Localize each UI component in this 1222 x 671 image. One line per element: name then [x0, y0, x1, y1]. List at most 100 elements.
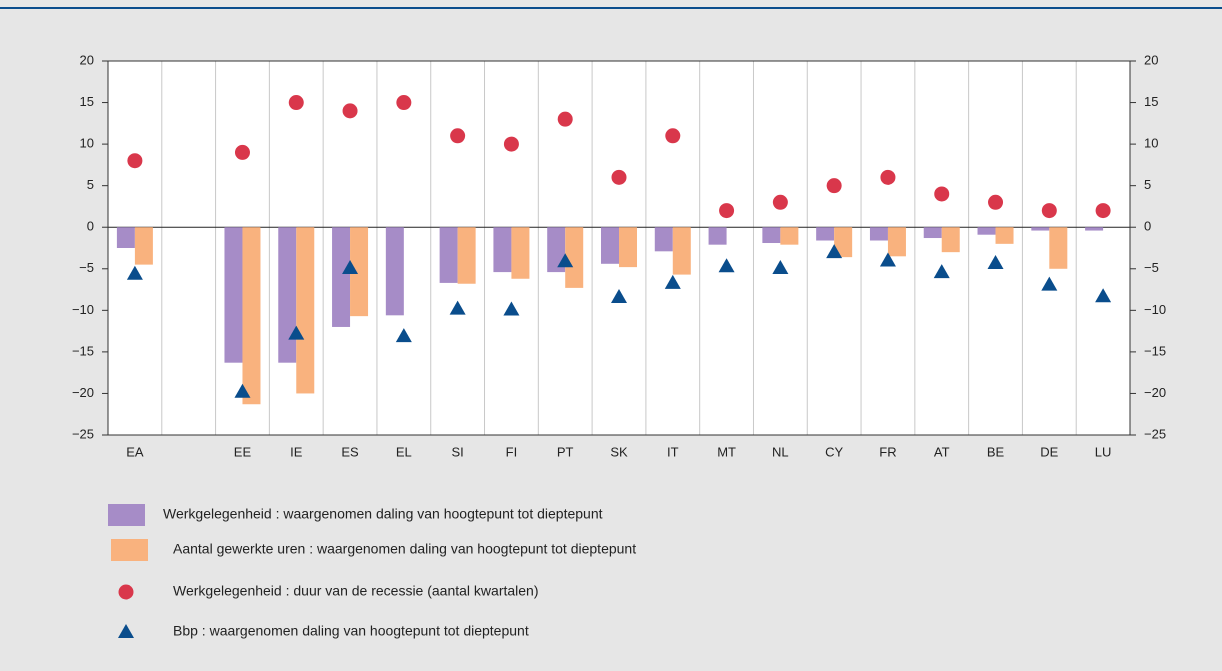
bar	[887, 227, 906, 257]
duration-dot	[988, 194, 1004, 210]
x-tick-label: ES	[341, 444, 359, 459]
gdp-triangle	[557, 253, 574, 268]
bar	[242, 227, 261, 405]
duration-dot	[719, 203, 735, 219]
legend-swatch	[108, 504, 145, 526]
y2-tick-label: 0	[1144, 219, 1151, 234]
bar	[834, 227, 853, 258]
bar	[511, 227, 530, 279]
x-tick-label: SK	[610, 444, 628, 459]
bar	[278, 227, 297, 363]
bar	[672, 227, 691, 275]
bar	[762, 227, 781, 244]
y-tick-label: −20	[72, 385, 94, 400]
y2-tick-label: −10	[1144, 302, 1166, 317]
plot-frame	[107, 60, 1131, 436]
gdp-triangle	[503, 301, 520, 316]
x-tick-label: FI	[506, 444, 518, 459]
duration-dot	[934, 186, 950, 202]
gdp-triangle	[987, 254, 1004, 269]
x-tick-label: FR	[879, 444, 896, 459]
duration-dot	[611, 169, 627, 185]
x-tick-label: PT	[557, 444, 574, 459]
y-tick-label: 15	[80, 94, 94, 109]
bar	[134, 227, 153, 265]
bar	[493, 227, 512, 273]
bar	[816, 227, 835, 241]
y2-tick-label: −5	[1144, 260, 1159, 275]
legend-swatch	[111, 539, 148, 561]
gdp-triangle	[611, 289, 627, 304]
bar	[941, 227, 960, 253]
y-tick-label: −25	[72, 426, 94, 441]
x-tick-label: EA	[126, 444, 144, 459]
x-tick-label: IT	[667, 444, 679, 459]
bar	[565, 227, 584, 288]
bar	[601, 227, 619, 264]
duration-dot	[503, 136, 519, 152]
x-tick-label: DE	[1040, 444, 1058, 459]
bar	[1031, 227, 1050, 231]
bar	[977, 227, 996, 235]
y-tick-label: 5	[87, 177, 94, 192]
y-tick-label: 10	[80, 136, 94, 151]
bar	[224, 227, 243, 363]
x-tick-label: NL	[772, 444, 789, 459]
gdp-triangle	[449, 300, 466, 315]
bar	[1049, 227, 1068, 269]
x-tick-label: AT	[934, 444, 950, 459]
x-tick-label: MT	[717, 444, 736, 459]
bar	[654, 227, 673, 252]
duration-dot	[1095, 203, 1111, 219]
bar	[332, 227, 351, 327]
bar	[350, 227, 369, 317]
gdp-triangle	[718, 258, 735, 273]
duration-dot	[127, 153, 143, 169]
duration-dot	[234, 144, 250, 160]
gdp-triangle	[126, 265, 143, 280]
bar	[1085, 227, 1104, 231]
legend-label: Werkgelegenheid : waargenomen daling van…	[163, 506, 603, 522]
bar	[619, 227, 637, 268]
gdp-triangle	[826, 244, 843, 259]
gdp-triangle	[288, 325, 305, 340]
y-tick-label: −15	[72, 343, 94, 358]
bar	[923, 227, 942, 239]
gdp-triangle	[342, 259, 359, 274]
duration-dot	[1041, 203, 1057, 219]
y-tick-label: 0	[87, 219, 94, 234]
y-tick-label: −5	[79, 260, 94, 275]
gdp-triangle	[933, 264, 950, 279]
y2-tick-label: −20	[1144, 385, 1166, 400]
duration-dot	[665, 128, 681, 144]
x-tick-label: CY	[825, 444, 843, 459]
gdp-triangle	[1095, 288, 1112, 303]
gdp-triangle	[1041, 276, 1058, 291]
y-tick-label: 20	[80, 52, 94, 67]
x-tick-label: SI	[451, 444, 463, 459]
legend-swatch	[118, 584, 134, 600]
x-tick-label: EL	[396, 444, 412, 459]
duration-dot	[396, 95, 412, 111]
bar	[385, 227, 404, 316]
bar	[708, 227, 727, 245]
bar	[296, 227, 315, 394]
y2-tick-label: 10	[1144, 136, 1158, 151]
bar	[547, 227, 566, 273]
bar	[780, 227, 799, 245]
gdp-triangle	[879, 252, 896, 267]
x-tick-label: EE	[234, 444, 252, 459]
duration-dot	[557, 111, 573, 127]
y2-tick-label: −15	[1144, 343, 1166, 358]
duration-dot	[826, 178, 842, 194]
duration-dot	[288, 95, 304, 111]
y2-tick-label: 5	[1144, 177, 1151, 192]
bar	[439, 227, 458, 283]
y2-tick-label: −25	[1144, 426, 1166, 441]
duration-dot	[772, 194, 788, 210]
x-tick-label: IE	[290, 444, 303, 459]
gdp-triangle	[664, 274, 681, 289]
duration-dot	[450, 128, 466, 144]
bar	[457, 227, 476, 284]
